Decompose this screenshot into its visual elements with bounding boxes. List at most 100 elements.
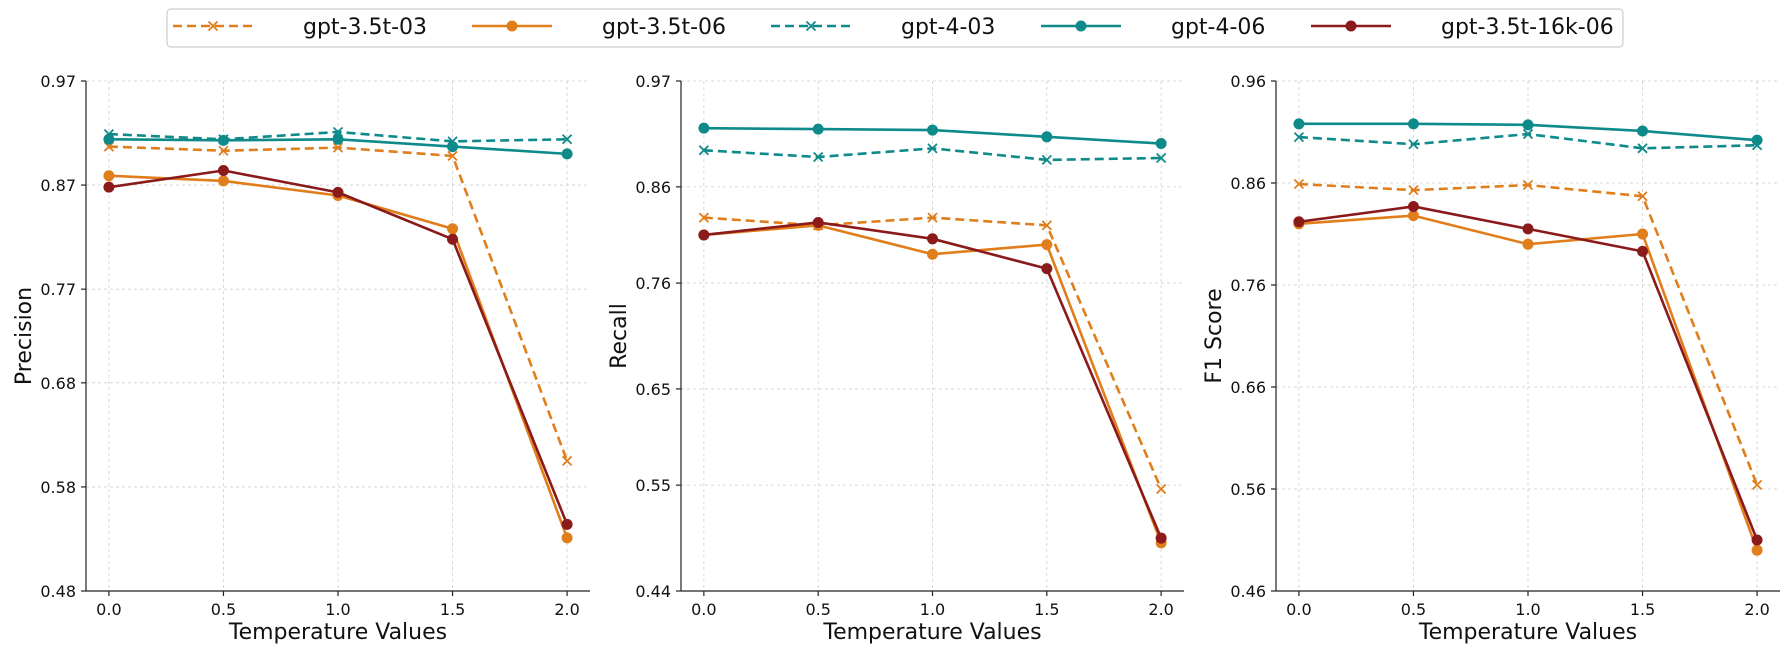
data-point-gpt403	[561, 134, 573, 145]
data-point-gpt35t03	[218, 145, 229, 156]
data-point-gpt406	[217, 134, 229, 146]
data-point-gpt403	[813, 151, 824, 163]
series-gpt35t03	[1293, 178, 1763, 491]
y-tick-label: 0.48	[40, 582, 76, 601]
data-point-gpt35t16k06	[698, 229, 710, 241]
data-point-gpt35t03	[1637, 191, 1648, 202]
chart-panel-3: 0.46 0.56 0.66 0.76 0.86 0.96 0.0 0.5 1.0 1.5 2.0 T…	[1202, 72, 1780, 645]
data-point-gpt35t16k06	[103, 181, 115, 193]
data-point-gpt406	[332, 133, 344, 145]
y-tick-label: 0.86	[1230, 174, 1266, 193]
data-point-gpt35t06	[1751, 544, 1763, 556]
x-tick-label: 1.5	[1034, 600, 1059, 619]
data-point-gpt35t06	[927, 248, 938, 260]
legend-label: gpt-3.5t-03	[303, 15, 427, 40]
data-point-gpt35t16k06	[1522, 223, 1534, 235]
x-tick-label: 2.0	[1744, 600, 1769, 619]
series-gpt406	[1293, 118, 1763, 146]
data-point-gpt406	[927, 124, 938, 136]
legend-frame	[166, 8, 1624, 48]
x-tick-label: 1.5	[440, 600, 465, 619]
chart-panel-2: 0.44 0.55 0.65 0.76 0.86 0.97 0.0 0.5 1.0 1.5 2.0 T…	[607, 72, 1184, 645]
y-tick-label: 0.66	[1230, 378, 1266, 397]
y-tick-label: 0.97	[40, 72, 76, 91]
data-point-gpt403	[1408, 139, 1419, 150]
data-point-gpt406	[698, 122, 710, 134]
y-tick-label: 0.96	[1230, 72, 1266, 91]
legend-swatch-marker	[1075, 20, 1087, 32]
data-point-gpt35t06	[1522, 238, 1534, 250]
grid	[681, 80, 1184, 592]
x-tick-label: 0.0	[1286, 600, 1311, 619]
data-point-gpt35t16k06	[1041, 263, 1053, 275]
x-tick-label: 0.5	[211, 600, 236, 619]
data-point-gpt35t06	[1407, 210, 1419, 222]
y-axis-label: Recall	[607, 303, 632, 369]
data-point-gpt35t16k06	[561, 518, 573, 530]
legend-swatch-marker	[1345, 20, 1357, 32]
data-point-gpt35t16k06	[1637, 245, 1649, 257]
series-gpt406	[698, 122, 1167, 150]
y-tick-label: 0.76	[1230, 276, 1266, 295]
data-point-gpt403	[1156, 152, 1167, 164]
legend-swatch-marker	[506, 20, 518, 32]
legend-label: gpt-3.5t-06	[602, 15, 726, 40]
y-tick-label: 0.87	[40, 176, 76, 195]
grid	[1276, 80, 1780, 592]
data-point-gpt406	[1041, 131, 1053, 143]
data-point-gpt403	[927, 143, 938, 154]
x-tick-label: 1.5	[1630, 600, 1655, 619]
y-tick-label: 0.76	[635, 274, 671, 293]
data-point-gpt35t06	[217, 175, 229, 187]
legend-swatch-marker	[207, 20, 219, 32]
data-point-gpt403	[1293, 131, 1305, 143]
y-tick-label: 0.77	[40, 280, 76, 299]
legend-item-gpt35t16k06: gpt-3.5t-16k-06	[1311, 15, 1614, 40]
data-point-gpt406	[1637, 125, 1649, 137]
series-gpt35t16k06	[1293, 200, 1763, 546]
x-tick-label: 1.0	[325, 600, 350, 619]
data-point-gpt35t16k06	[1155, 532, 1167, 544]
x-tick-label: 0.0	[691, 600, 716, 619]
data-point-gpt35t16k06	[332, 186, 344, 198]
legend-item-gpt406: gpt-4-06	[1041, 15, 1265, 40]
y-tick-label: 0.58	[40, 478, 76, 497]
data-point-gpt35t03	[698, 212, 710, 223]
data-point-gpt403	[1522, 128, 1534, 140]
legend-label: gpt-4-03	[901, 15, 995, 40]
series-gpt406	[103, 133, 573, 160]
data-point-gpt406	[812, 123, 824, 135]
data-point-gpt35t06	[103, 170, 115, 182]
data-point-gpt35t16k06	[812, 216, 824, 228]
y-tick-label: 0.86	[635, 178, 671, 197]
x-tick-label: 0.0	[96, 600, 121, 619]
data-point-gpt35t16k06	[927, 233, 938, 245]
data-point-gpt403	[698, 145, 710, 156]
series-gpt403	[698, 143, 1167, 166]
data-point-gpt35t03	[447, 150, 458, 162]
data-point-gpt35t16k06	[1751, 534, 1763, 546]
data-point-gpt406	[1522, 119, 1534, 131]
data-point-gpt406	[1751, 134, 1763, 146]
data-point-gpt403	[1637, 143, 1648, 154]
y-axis-label: F1 Score	[1202, 288, 1227, 383]
x-tick-label: 2.0	[1148, 600, 1173, 619]
data-point-gpt35t16k06	[1407, 200, 1419, 212]
legend-label: gpt-3.5t-16k-06	[1441, 15, 1614, 40]
x-tick-label: 0.5	[805, 600, 830, 619]
data-point-gpt406	[1293, 118, 1305, 130]
y-tick-label: 0.46	[1230, 582, 1266, 601]
data-point-gpt35t16k06	[217, 165, 229, 177]
data-point-gpt35t03	[927, 212, 938, 223]
data-point-gpt35t06	[447, 223, 459, 235]
data-point-gpt35t16k06	[1293, 216, 1305, 228]
data-point-gpt35t03	[1293, 178, 1305, 190]
data-point-gpt35t06	[1637, 228, 1649, 240]
data-point-gpt35t06	[1041, 239, 1053, 251]
x-tick-label: 1.0	[1515, 600, 1540, 619]
y-tick-label: 0.44	[635, 582, 671, 601]
data-point-gpt35t03	[1408, 185, 1419, 196]
data-point-gpt406	[103, 133, 115, 145]
data-point-gpt35t03	[332, 142, 344, 153]
